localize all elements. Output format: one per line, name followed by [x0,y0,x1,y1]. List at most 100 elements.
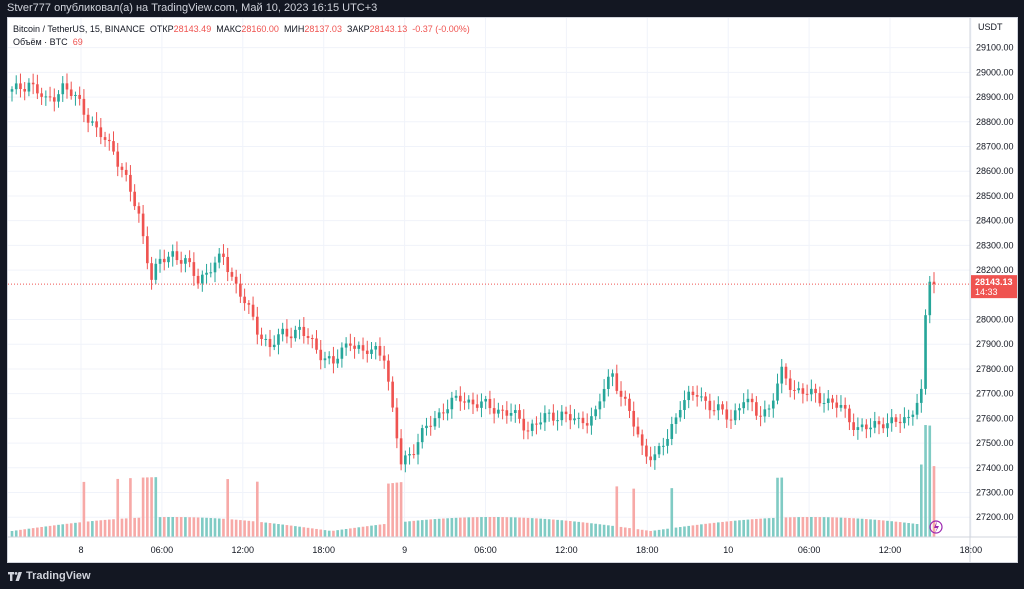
volume-bar [903,522,906,537]
volume-bar [133,517,136,537]
volume-bar [704,523,707,537]
candle-body [780,366,784,384]
candle-body [704,396,707,401]
candle-body [619,390,623,397]
candle-body [120,166,124,170]
candle-body [201,274,204,284]
publish-info: Stver777 опубликовал(а) на TradingView.c… [7,2,378,14]
candle-body [226,256,230,273]
candle-body [738,408,741,411]
volume-bar [607,525,610,537]
price-tick-label: 28200.00 [976,265,1014,275]
candle-body [162,258,166,263]
volume-bar [167,517,170,537]
volume-bar [518,517,521,537]
volume-bar [378,524,382,537]
last-price-label: 28143.13 [975,277,1013,287]
volume-bar [822,517,826,537]
last-price-badge [971,275,1017,299]
volume-bar [264,522,268,537]
volume-bar [759,518,762,537]
candle-body [387,360,390,382]
candle-body [822,402,826,404]
volume-bar [501,517,504,537]
candle-body [746,398,750,403]
candle-body [750,398,754,403]
volume-bar [530,518,534,537]
candle-body [784,366,788,379]
candle-body [243,296,246,304]
time-tick-label: 10 [723,545,733,555]
candle-body [636,426,640,435]
candle-body [497,409,500,414]
candle-body [310,338,314,340]
candle-body [535,423,538,425]
candle-body [877,421,881,425]
volume-bar [154,477,158,537]
volume-bar [175,517,179,537]
low-label: МИН [283,24,305,34]
countdown-label: 14:33 [975,287,998,297]
candle-body [95,121,98,128]
candle-body [632,410,636,427]
time-tick-label: 06:00 [474,545,497,555]
price-tick-label: 28500.00 [976,191,1014,201]
volume-bar [522,517,526,537]
tradingview-logo[interactable]: TradingView [8,563,91,589]
volume-bar [230,519,234,537]
volume-bar [349,528,352,537]
volume-bar [928,425,932,537]
price-chart[interactable]: USDT 29100.00 29000.00 28900.00 28800.00 2870… [8,18,1017,562]
candle-body [598,401,602,410]
volume-bar [31,528,35,537]
candle-body [179,260,183,264]
volume-bar [141,477,145,537]
candle-body [645,445,648,457]
candle-body [167,256,170,263]
candle-body [239,283,242,297]
volume-bar [814,517,817,537]
volume-bar [543,518,547,537]
volume-bar [784,517,788,537]
candle-body [133,191,136,207]
candle-body [903,417,906,424]
volume-bar [86,521,90,537]
volume-bar [222,518,225,537]
volume-bar [721,521,724,537]
time-tick-label: 06:00 [151,545,174,555]
price-tick-label: 27600.00 [976,413,1014,423]
volume-bar [82,481,86,537]
volume-bar [201,517,204,537]
candle-body [382,355,386,361]
volume-bar [602,524,606,537]
candle-body [454,395,458,398]
volume-value: 69 [72,37,83,47]
volume-bar [10,531,14,537]
volume-bar [120,518,124,537]
candle-body [40,93,43,97]
open-value: 28143.49 [173,24,212,34]
volume-bar [526,517,530,537]
candle-body [222,253,225,257]
volume-bar [797,517,800,537]
candle-body [915,402,919,415]
candle-body [818,393,822,404]
volume-bar [65,523,69,537]
candle-body [602,388,606,402]
candle-body [192,262,196,276]
candle-body [526,430,530,432]
candle-body [771,400,775,409]
candle-body [154,263,158,280]
volume-bar [247,520,251,537]
candle-body [281,328,284,335]
chart-pane[interactable]: USDT 29100.00 29000.00 28900.00 28800.00 2870… [7,17,1018,563]
price-tick-label: 27300.00 [976,488,1014,498]
volume-bar [484,517,487,537]
volume-bar [315,528,318,537]
price-tick-label: 28600.00 [976,166,1014,176]
volume-bar [666,528,669,537]
candle-body [44,96,48,98]
volume-bar [750,519,754,537]
candle-body [556,420,559,422]
volume-bar [344,528,348,537]
